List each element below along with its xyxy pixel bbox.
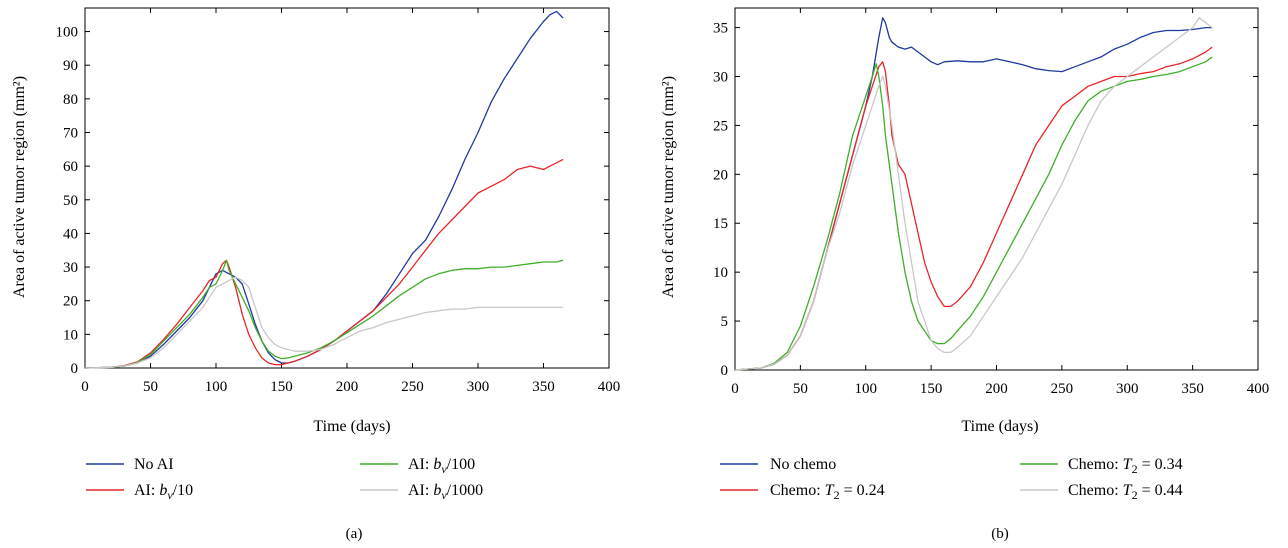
x-tick-label: 400 xyxy=(1247,381,1270,397)
legend-label-no-ai: No AI xyxy=(134,456,174,473)
x-tick-label: 200 xyxy=(336,379,359,395)
x-tick-label: 350 xyxy=(532,379,555,395)
panel-a: 0 50 100 150 200 250 300 350 400 0 10 20 30 40 50 60 70 8… xyxy=(11,7,621,542)
x-tick-label: 150 xyxy=(920,381,943,397)
y-tick-label: 20 xyxy=(713,167,728,183)
x-tick-label: 100 xyxy=(205,379,228,395)
x-tick-label: 50 xyxy=(143,379,158,395)
series-line-a-2 xyxy=(84,259,564,369)
x-tick-label: 0 xyxy=(731,381,739,397)
plot-frame-a xyxy=(84,7,610,369)
legend-b: No chemo Chemo: T2 = 0.24 Chemo: T2 = 0.… xyxy=(720,456,1183,502)
y-tick-label: 60 xyxy=(63,159,78,175)
y-tick-label: 25 xyxy=(713,118,728,134)
x-tick-label: 300 xyxy=(1116,381,1139,397)
legend-label-no-chemo: No chemo xyxy=(770,456,836,473)
y-tick-label: 40 xyxy=(63,226,78,242)
y-tick-label: 0 xyxy=(721,363,729,379)
x-tick-label: 0 xyxy=(81,379,89,395)
y-tick-label: 30 xyxy=(713,69,728,85)
panel-caption-a: (a) xyxy=(346,526,363,542)
legend-label-chemo-044: Chemo: T2 = 0.44 xyxy=(1068,482,1183,502)
plot-frame-b xyxy=(734,7,1259,371)
panel-caption-b: (b) xyxy=(991,526,1009,542)
y-tick-label: 90 xyxy=(63,58,78,74)
y-axis-label-a: Area of active tumor region (mm²) xyxy=(11,76,28,298)
plot-area-a: 0 50 100 150 200 250 300 350 400 0 10 20 30 40 50 60 70 8… xyxy=(56,7,621,395)
series-line-b-1 xyxy=(734,46,1213,371)
y-tick-label: 100 xyxy=(56,25,79,41)
x-tick-label: 150 xyxy=(270,379,293,395)
legend-label-chemo-024: Chemo: T2 = 0.24 xyxy=(770,482,885,502)
series-line-b-3 xyxy=(734,17,1213,371)
legend-label-ai-bv100: AI: bv/100 xyxy=(408,456,475,476)
y-tick-label: 70 xyxy=(63,125,78,141)
x-tick-label: 300 xyxy=(467,379,490,395)
series-line-a-1 xyxy=(84,158,564,369)
y-tick-label: 80 xyxy=(63,92,78,108)
y-tick-label: 20 xyxy=(63,294,78,310)
series-line-b-2 xyxy=(734,56,1213,371)
legend-label-ai-bv10: AI: bv/10 xyxy=(134,482,193,502)
y-tick-label: 0 xyxy=(71,361,79,377)
x-tick-label: 400 xyxy=(598,379,621,395)
legend-label-chemo-034: Chemo: T2 = 0.34 xyxy=(1068,456,1183,476)
x-tick-label: 200 xyxy=(985,381,1008,397)
x-tick-label: 100 xyxy=(855,381,878,397)
x-tick-label: 250 xyxy=(1051,381,1074,397)
x-tick-label: 350 xyxy=(1181,381,1204,397)
x-axis-label-a: Time (days) xyxy=(313,418,390,435)
x-tick-label: 50 xyxy=(793,381,808,397)
y-tick-label: 5 xyxy=(721,314,729,330)
series-line-b-0 xyxy=(734,17,1213,371)
y-axis-label-b: Area of active tumor region (mm²) xyxy=(660,76,677,298)
plot-area-b: 0 50 100 150 200 250 300 350 400 0 5 10 15 20 25 30 35 xyxy=(713,7,1270,397)
y-tick-label: 10 xyxy=(713,265,728,281)
legend-a: No AI AI: bv/10 AI: bv/100 AI: bv/1000 xyxy=(86,456,483,502)
panel-b: 0 50 100 150 200 250 300 350 400 0 5 10 15 20 25 30 35 T… xyxy=(660,7,1270,542)
y-tick-label: 10 xyxy=(63,327,78,343)
series-line-a-0 xyxy=(84,10,564,369)
x-tick-label: 250 xyxy=(401,379,424,395)
y-tick-label: 30 xyxy=(63,260,78,276)
x-axis-label-b: Time (days) xyxy=(961,418,1038,435)
y-tick-label: 35 xyxy=(713,21,728,37)
y-tick-label: 50 xyxy=(63,193,78,209)
y-tick-label: 15 xyxy=(713,216,728,232)
series-line-a-3 xyxy=(84,276,564,369)
legend-label-ai-bv1000: AI: bv/1000 xyxy=(408,482,483,502)
